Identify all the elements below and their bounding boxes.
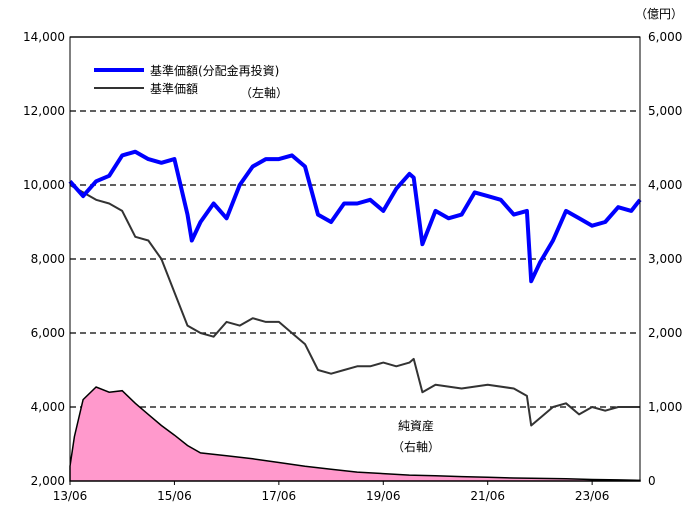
- legend: 基準価額(分配金再投資) 基準価額 （左軸）: [94, 63, 288, 100]
- left-axis-tick-label: 6,000: [31, 326, 65, 340]
- legend-label-reinvested: 基準価額(分配金再投資): [150, 63, 279, 78]
- x-axis-tick-label: 15/06: [157, 489, 192, 503]
- left-axis-tick-label: 10,000: [23, 178, 65, 192]
- left-axis-tick-label: 8,000: [31, 252, 65, 266]
- net-assets-axis-note: （右軸）: [392, 439, 440, 454]
- left-axis-tick-label: 14,000: [23, 30, 65, 44]
- right-axis-unit: （億円）: [635, 7, 683, 21]
- left-axis-tick-label: 4,000: [31, 400, 65, 414]
- x-axis-tick-label: 19/06: [366, 489, 401, 503]
- x-axis-tick-label: 23/06: [575, 489, 610, 503]
- price-lines-layer: [68, 149, 642, 427]
- left-axis-tick-label: 12,000: [23, 104, 65, 118]
- series-reinvested-nav-line: [68, 149, 642, 284]
- right-axis-tick-label: 6,000: [648, 30, 682, 44]
- legend-axis-note: （左軸）: [240, 85, 288, 100]
- right-axis-tick-label: 2,000: [648, 326, 682, 340]
- x-axis-tick-label: 13/06: [53, 489, 88, 503]
- net-assets-area-layer: [69, 386, 641, 482]
- x-axis-tick-label: 21/06: [470, 489, 505, 503]
- right-axis-tick-label: 1,000: [648, 400, 682, 414]
- plot-frame: [69, 36, 641, 482]
- net-assets-label: 純資産: [398, 418, 434, 433]
- right-axis-tick-label: 3,000: [648, 252, 682, 266]
- right-axis-tick-label: 0: [648, 474, 656, 488]
- series-nav-line: [69, 184, 640, 427]
- axis-ticks: 2,000 4,000 6,000 8,000 10,000 12,000 14,000 0 1…: [23, 30, 682, 503]
- right-axis-tick-label: 5,000: [648, 104, 682, 118]
- x-axis-tick-label: 17/06: [262, 489, 297, 503]
- right-axis-tick-label: 4,000: [648, 178, 682, 192]
- legend-label-nav: 基準価額: [150, 81, 198, 96]
- left-axis-tick-label: 2,000: [31, 474, 65, 488]
- series-net-assets-area: [69, 386, 641, 482]
